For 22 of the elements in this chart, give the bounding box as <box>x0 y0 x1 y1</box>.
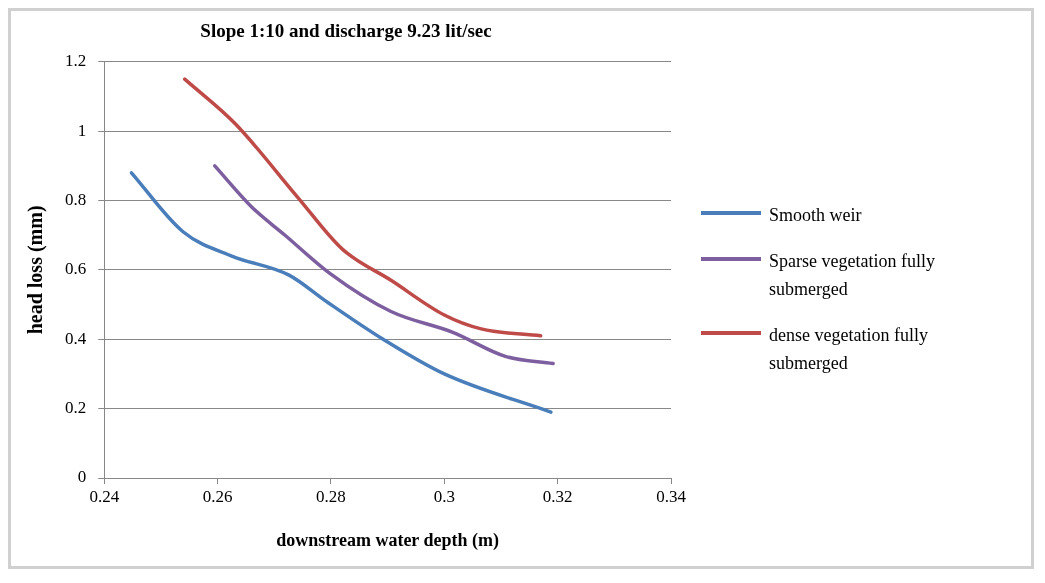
x-tick-label: 0.34 <box>656 486 687 506</box>
legend-label: Sparse vegetation fully submerged <box>769 249 936 301</box>
x-tick-label: 0.32 <box>542 486 573 506</box>
y-tick-label: 0.2 <box>65 398 87 418</box>
y-tick-label: 1 <box>77 120 87 140</box>
legend-label: Smooth weir <box>769 203 862 227</box>
x-tick-label: 0.26 <box>202 486 233 506</box>
y-tick-label: 1.2 <box>65 51 87 71</box>
y-tick-label: 0.8 <box>65 190 87 209</box>
chart-title: Slope 1:10 and discharge 9.23 lit/sec <box>200 20 492 42</box>
line-series <box>182 77 543 338</box>
y-axis-title: head loss (mm) <box>24 205 48 335</box>
line-series <box>129 171 553 414</box>
y-tick-label: 0.6 <box>65 259 87 279</box>
x-tick-label: 0.28 <box>316 486 346 506</box>
y-tick-label: 0 <box>77 467 87 487</box>
x-axis-title: downstream water depth (m) <box>276 529 500 551</box>
x-tick-label: 0.3 <box>433 486 455 506</box>
y-tick-label: 0.4 <box>65 328 87 348</box>
legend-label: dense vegetation fully submerged <box>769 323 929 375</box>
x-tick-label: 0.24 <box>89 486 120 506</box>
line-series <box>213 164 555 366</box>
